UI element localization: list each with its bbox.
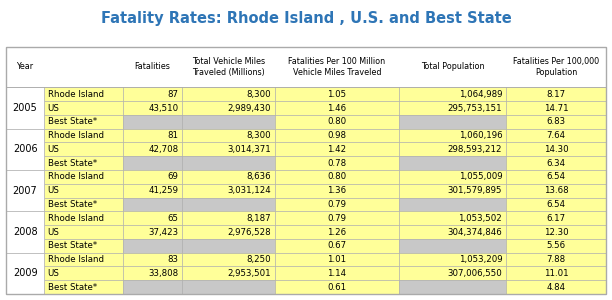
Text: 0.61: 0.61 <box>327 283 346 292</box>
Text: 43,510: 43,510 <box>148 103 178 112</box>
Text: Fatalities: Fatalities <box>135 62 171 71</box>
Text: 1,053,209: 1,053,209 <box>458 255 502 264</box>
Text: 14.71: 14.71 <box>543 103 568 112</box>
Text: 0.80: 0.80 <box>327 117 346 126</box>
Text: Fatalities Per 100,000
Population: Fatalities Per 100,000 Population <box>513 57 599 76</box>
Text: Rhode Island: Rhode Island <box>48 172 103 182</box>
Text: 7.64: 7.64 <box>547 131 565 140</box>
Text: 0.80: 0.80 <box>327 172 346 182</box>
Text: 8,250: 8,250 <box>247 255 271 264</box>
Text: Best State*: Best State* <box>48 200 97 209</box>
Text: 0.79: 0.79 <box>327 214 346 223</box>
Text: Total Vehicle Miles
Traveled (Millions): Total Vehicle Miles Traveled (Millions) <box>192 57 265 76</box>
Text: Fatalities Per 100 Million
Vehicle Miles Traveled: Fatalities Per 100 Million Vehicle Miles… <box>288 57 386 76</box>
Text: 0.78: 0.78 <box>327 159 346 168</box>
Text: 1.46: 1.46 <box>327 103 346 112</box>
Text: Rhode Island: Rhode Island <box>48 214 103 223</box>
Text: 2007: 2007 <box>13 186 37 196</box>
Text: 41,259: 41,259 <box>148 186 178 195</box>
Text: 1,060,196: 1,060,196 <box>458 131 502 140</box>
Text: 2005: 2005 <box>13 103 37 113</box>
Text: US: US <box>48 269 59 278</box>
Text: 87: 87 <box>167 90 178 99</box>
Text: 69: 69 <box>167 172 178 182</box>
Text: 307,006,550: 307,006,550 <box>447 269 502 278</box>
Text: Best State*: Best State* <box>48 283 97 292</box>
Text: Total Population: Total Population <box>420 62 484 71</box>
Text: 1.01: 1.01 <box>327 255 346 264</box>
Text: Rhode Island: Rhode Island <box>48 131 103 140</box>
Text: 2006: 2006 <box>13 144 37 154</box>
Text: 3,031,124: 3,031,124 <box>228 186 271 195</box>
Text: US: US <box>48 227 59 236</box>
Text: 7.88: 7.88 <box>547 255 565 264</box>
Text: US: US <box>48 186 59 195</box>
Text: 5.56: 5.56 <box>547 241 565 250</box>
Text: 301,579,895: 301,579,895 <box>448 186 502 195</box>
Text: 42,708: 42,708 <box>148 145 178 154</box>
Text: 295,753,151: 295,753,151 <box>447 103 502 112</box>
Text: 14.30: 14.30 <box>543 145 568 154</box>
Text: 6.17: 6.17 <box>547 214 565 223</box>
Text: 1.42: 1.42 <box>327 145 346 154</box>
Text: US: US <box>48 103 59 112</box>
Text: 6.54: 6.54 <box>547 172 565 182</box>
Text: 1.14: 1.14 <box>327 269 346 278</box>
Text: 0.79: 0.79 <box>327 200 346 209</box>
Text: 65: 65 <box>167 214 178 223</box>
Text: 2,976,528: 2,976,528 <box>228 227 271 236</box>
Text: Fatality Rates: Rhode Island , U.S. and Best State: Fatality Rates: Rhode Island , U.S. and … <box>100 11 512 26</box>
Text: 2,989,430: 2,989,430 <box>228 103 271 112</box>
Text: 2008: 2008 <box>13 227 37 237</box>
Text: Best State*: Best State* <box>48 241 97 250</box>
Text: 37,423: 37,423 <box>148 227 178 236</box>
Text: 1,053,502: 1,053,502 <box>458 214 502 223</box>
Text: 81: 81 <box>167 131 178 140</box>
Text: 6.34: 6.34 <box>547 159 565 168</box>
Text: 33,808: 33,808 <box>148 269 178 278</box>
Text: Rhode Island: Rhode Island <box>48 255 103 264</box>
Text: 8,300: 8,300 <box>247 90 271 99</box>
Text: 1.05: 1.05 <box>327 90 346 99</box>
Text: Best State*: Best State* <box>48 159 97 168</box>
Text: Best State*: Best State* <box>48 117 97 126</box>
Text: 1.26: 1.26 <box>327 227 346 236</box>
Text: 3,014,371: 3,014,371 <box>228 145 271 154</box>
Text: 6.83: 6.83 <box>547 117 565 126</box>
Text: 2,953,501: 2,953,501 <box>228 269 271 278</box>
Text: Rhode Island: Rhode Island <box>48 90 103 99</box>
Text: 1,064,989: 1,064,989 <box>459 90 502 99</box>
Text: 298,593,212: 298,593,212 <box>448 145 502 154</box>
Text: 8,300: 8,300 <box>247 131 271 140</box>
Text: 2009: 2009 <box>13 268 37 278</box>
Text: 13.68: 13.68 <box>543 186 568 195</box>
Text: 0.67: 0.67 <box>327 241 346 250</box>
Text: US: US <box>48 145 59 154</box>
Text: 4.84: 4.84 <box>547 283 565 292</box>
Text: 11.01: 11.01 <box>543 269 568 278</box>
Text: 8,636: 8,636 <box>247 172 271 182</box>
Text: 8.17: 8.17 <box>547 90 565 99</box>
Text: 304,374,846: 304,374,846 <box>447 227 502 236</box>
Text: 12.30: 12.30 <box>543 227 568 236</box>
Text: 83: 83 <box>167 255 178 264</box>
Text: 8,187: 8,187 <box>247 214 271 223</box>
Text: 0.98: 0.98 <box>327 131 346 140</box>
Text: 1.36: 1.36 <box>327 186 346 195</box>
Text: 6.54: 6.54 <box>547 200 565 209</box>
Text: 1,055,009: 1,055,009 <box>458 172 502 182</box>
Text: Year: Year <box>17 62 34 71</box>
